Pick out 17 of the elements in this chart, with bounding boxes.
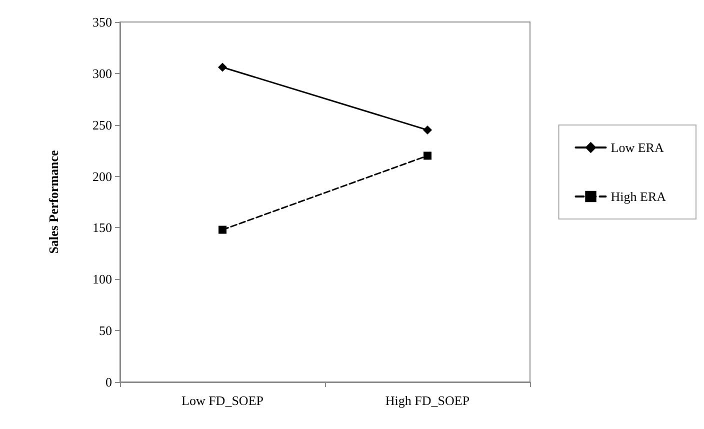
point bbox=[423, 126, 432, 134]
legend-label: High ERA bbox=[610, 189, 667, 204]
y-axis-title: Sales Performance bbox=[46, 150, 61, 254]
legend-label: Low ERA bbox=[610, 140, 664, 155]
y-tick-label: 0 bbox=[106, 374, 112, 390]
y-tick-label: 250 bbox=[92, 117, 112, 132]
point bbox=[424, 152, 432, 160]
x-tick-label: Low FD_SOEP bbox=[182, 393, 264, 408]
y-tick-label: 150 bbox=[92, 220, 112, 236]
x-tick-label: High FD_SOEP bbox=[385, 393, 470, 408]
y-tick-label: 200 bbox=[92, 168, 112, 184]
point bbox=[218, 62, 227, 72]
point bbox=[218, 226, 226, 234]
y-tick-label: 100 bbox=[92, 272, 112, 287]
y-tick-label: 300 bbox=[92, 66, 112, 81]
y-tick-label: 50 bbox=[99, 323, 112, 338]
y-tick-label: 350 bbox=[92, 14, 112, 30]
